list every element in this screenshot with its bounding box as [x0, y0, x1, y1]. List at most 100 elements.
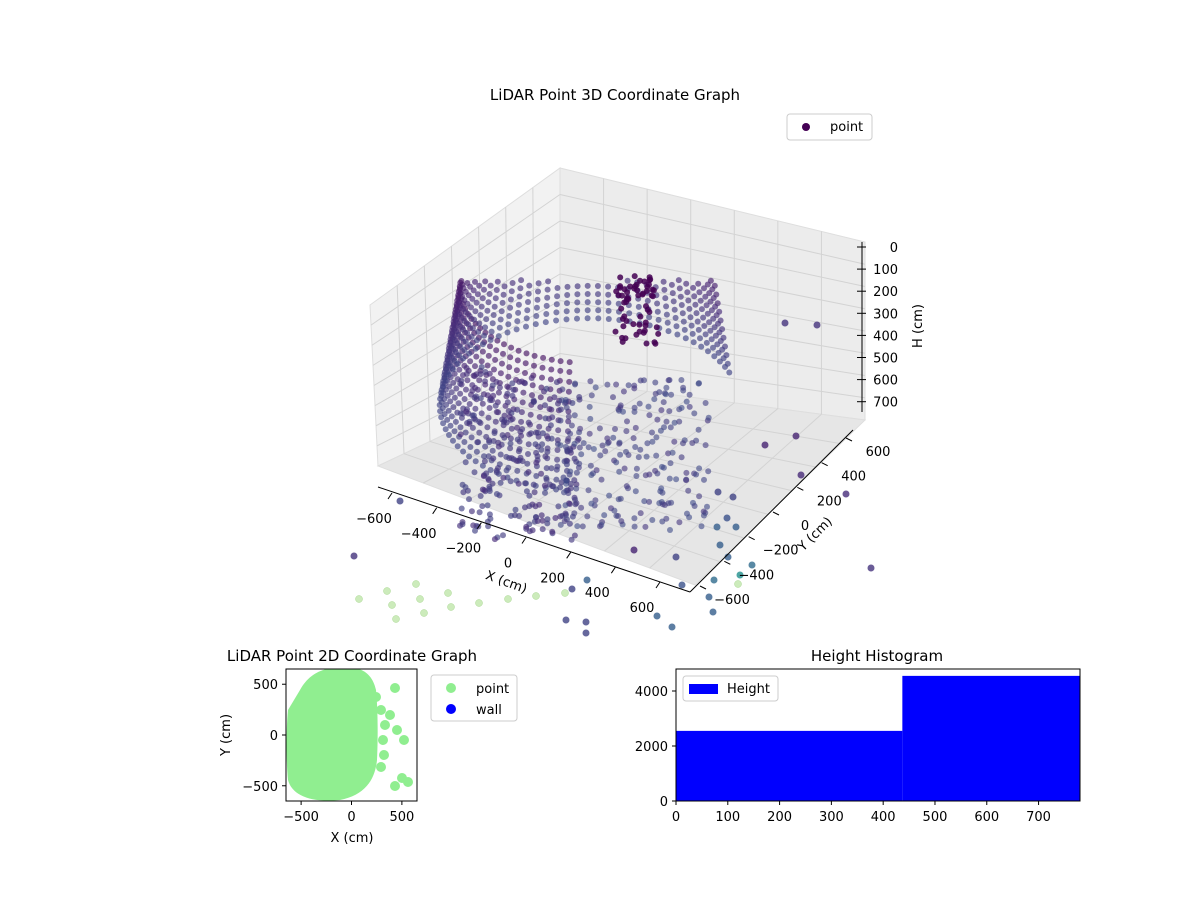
point-3d — [662, 295, 669, 302]
point-3d — [565, 435, 572, 442]
point-3d — [471, 469, 478, 476]
point-3d — [557, 521, 564, 528]
point-3d — [632, 488, 639, 495]
point-3d — [484, 362, 491, 369]
point-3d — [665, 500, 672, 507]
point-3d — [616, 440, 623, 447]
point-3d — [668, 623, 676, 631]
point-3d — [610, 434, 617, 441]
point-3d — [471, 316, 478, 323]
point-3d — [689, 440, 696, 446]
point-3d — [707, 298, 714, 305]
point-3d — [515, 309, 522, 316]
point-3d — [517, 285, 524, 292]
point-3d — [748, 561, 756, 569]
point-3d — [486, 437, 492, 444]
point-3d — [617, 451, 624, 458]
point-3d — [536, 423, 543, 430]
point-3d — [687, 314, 694, 321]
point-3d — [561, 518, 568, 525]
point-3d — [565, 388, 572, 395]
point-3d — [523, 488, 530, 495]
point-3d — [691, 410, 698, 417]
point-3d — [454, 360, 461, 367]
point-3d — [554, 447, 561, 453]
ticks-2d: −500 0 500 500 0 −500 — [242, 678, 414, 825]
z-tick-3d: 700 — [873, 396, 898, 411]
point-3d — [571, 532, 578, 539]
point-3d — [504, 595, 512, 603]
point-3d — [632, 444, 639, 450]
point-3d — [557, 358, 564, 365]
point-3d — [525, 419, 532, 426]
x-tick-hist: 300 — [819, 810, 844, 825]
point-3d — [686, 391, 693, 398]
point-3d — [523, 323, 529, 330]
point-3d — [495, 389, 502, 396]
point-3d — [656, 389, 663, 396]
point-3d — [616, 468, 623, 475]
point-3d — [653, 434, 660, 441]
point-3d — [670, 298, 677, 305]
point-3d — [416, 595, 424, 603]
point-3d — [685, 297, 692, 304]
point-3d — [631, 515, 638, 522]
point-3d — [598, 476, 605, 483]
point-3d — [476, 418, 483, 425]
point-3d — [669, 290, 676, 297]
point-3d — [547, 376, 554, 383]
point-3d — [579, 523, 586, 530]
point-3d — [698, 343, 705, 350]
point-3d — [553, 379, 560, 386]
point-3d — [436, 402, 443, 408]
point-3d — [655, 330, 662, 337]
point-3d — [508, 512, 514, 519]
x-tick-hist: 700 — [1026, 810, 1051, 825]
point-3d — [516, 446, 523, 453]
point-3d — [522, 480, 529, 487]
point-3d — [553, 301, 560, 308]
point-3d — [696, 493, 703, 500]
point-3d — [716, 541, 724, 549]
point-2d — [300, 784, 310, 794]
point-3d — [630, 435, 637, 442]
point-3d — [695, 380, 702, 387]
point-3d — [494, 337, 501, 344]
point-3d — [464, 330, 471, 336]
point-3d — [493, 287, 500, 293]
point-3d — [487, 337, 494, 343]
point-3d — [571, 455, 578, 462]
point-3d — [646, 498, 653, 505]
histogram-bars — [676, 675, 1080, 801]
point-3d — [673, 323, 680, 330]
point-3d — [605, 283, 612, 290]
point-3d — [662, 391, 669, 398]
point-3d — [518, 378, 525, 385]
point-3d — [642, 523, 649, 530]
point-3d — [497, 316, 504, 323]
point-3d — [702, 442, 709, 449]
point-3d — [680, 440, 686, 447]
x-tick-hist: 200 — [767, 810, 792, 825]
point-3d — [580, 440, 587, 447]
point-3d — [568, 536, 575, 543]
point-3d — [504, 329, 511, 336]
legend-3d-marker — [802, 123, 810, 131]
point-3d — [476, 320, 483, 327]
point-3d — [535, 280, 542, 287]
point-3d — [792, 432, 800, 440]
x-tick-hist: 500 — [923, 810, 948, 825]
point-3d — [710, 576, 718, 584]
point-3d — [499, 360, 505, 367]
point-3d — [636, 400, 643, 407]
point-3d — [683, 477, 690, 484]
point-3d — [621, 286, 628, 293]
point-3d — [679, 310, 686, 317]
point-3d — [392, 615, 400, 623]
point-3d — [492, 295, 499, 302]
point-3d — [536, 414, 543, 420]
point-3d — [563, 461, 570, 468]
point-3d — [661, 286, 668, 293]
x-tick-hist: 100 — [715, 810, 740, 825]
y-axis-label-2d: Y (cm) — [219, 714, 234, 757]
